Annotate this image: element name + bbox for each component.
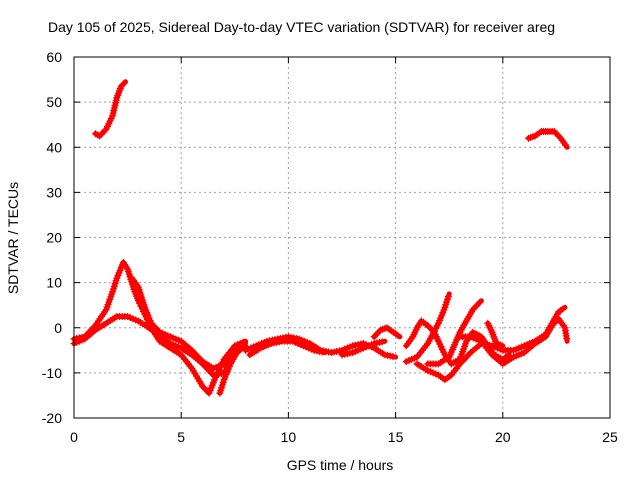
y-tick-label: -20 xyxy=(42,410,62,426)
y-tick-label: 10 xyxy=(46,275,62,291)
series-line xyxy=(92,79,128,139)
series-arc-8 xyxy=(370,324,403,341)
data-point xyxy=(550,127,558,135)
y-tick-label: 20 xyxy=(46,230,62,246)
series-arc-6 xyxy=(246,337,328,359)
x-tick-label: 0 xyxy=(70,429,78,445)
series-arc-13 xyxy=(424,298,484,368)
x-tick-label: 25 xyxy=(602,429,618,445)
data-point xyxy=(389,353,397,361)
data-point xyxy=(202,386,210,394)
data-point xyxy=(372,331,380,339)
data-point xyxy=(373,329,381,337)
data-point xyxy=(200,384,208,392)
data-point xyxy=(562,141,570,149)
series-arc-15 xyxy=(456,315,571,368)
x-tick-label: 10 xyxy=(281,429,297,445)
data-point xyxy=(551,318,559,326)
data-point xyxy=(424,321,432,329)
data-point xyxy=(553,131,561,139)
data-point xyxy=(119,81,127,89)
data-point xyxy=(97,130,105,138)
x-tick-label: 15 xyxy=(388,429,404,445)
data-point xyxy=(497,341,505,349)
data-point xyxy=(425,323,433,331)
y-tick-label: 0 xyxy=(54,320,62,336)
data-point xyxy=(444,293,452,301)
chart-title: Day 105 of 2025, Sidereal Day-to-day VTE… xyxy=(48,19,555,35)
data-point xyxy=(120,79,128,87)
gridlines xyxy=(74,57,610,418)
data-point xyxy=(555,133,563,141)
series-arc-7 xyxy=(338,338,388,359)
data-point xyxy=(375,328,383,336)
data-point xyxy=(550,320,558,328)
tick-labels: 0 5 10 15 20 25 -20 -10 0 10 20 30 40 50 60 xyxy=(42,49,618,445)
series-group xyxy=(70,79,571,397)
series-arc-16 xyxy=(484,319,506,349)
x-tick-label: 20 xyxy=(495,429,511,445)
series-arc-12 xyxy=(402,291,452,366)
series-arc-9 xyxy=(91,79,128,140)
data-point xyxy=(552,129,560,137)
data-point xyxy=(318,348,326,356)
y-tick-label: 30 xyxy=(46,184,62,200)
data-point xyxy=(563,335,571,343)
y-tick-label: 60 xyxy=(46,49,62,65)
data-point xyxy=(394,331,402,339)
data-point xyxy=(99,129,107,137)
y-tick-label: 40 xyxy=(46,139,62,155)
data-point xyxy=(370,333,378,341)
data-point xyxy=(199,382,207,390)
data-point xyxy=(96,132,104,140)
series-arc-4 xyxy=(216,343,248,397)
x-tick-label: 5 xyxy=(177,429,185,445)
data-point xyxy=(559,305,567,313)
data-point xyxy=(548,321,556,329)
y-axis-label: SDTVAR / TECUs xyxy=(5,182,21,294)
x-axis-label: GPS time / hours xyxy=(287,457,394,473)
y-tick-label: -10 xyxy=(42,365,62,381)
data-point xyxy=(101,127,109,135)
data-point xyxy=(378,338,386,346)
series-arc-3 xyxy=(128,274,248,372)
data-point xyxy=(476,298,484,306)
y-tick-label: 50 xyxy=(46,94,62,110)
series-arc-10 xyxy=(525,127,570,150)
